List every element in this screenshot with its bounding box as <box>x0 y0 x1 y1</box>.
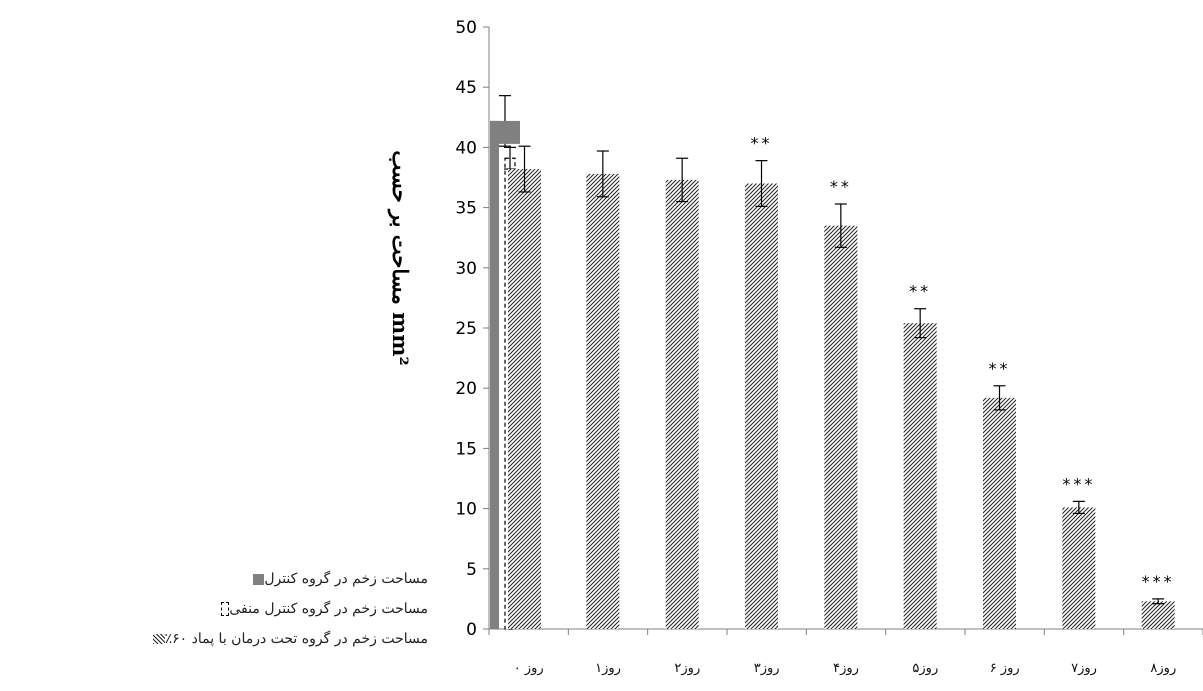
legend-label-treated: مساحت زخم در گروه تحت درمان با پماد ۶۰٪ <box>165 631 428 647</box>
significance-label: ** <box>909 282 931 301</box>
legend-item-negative-control: مساحت زخم در گروه کنترل منفی <box>8 596 428 622</box>
x-tick-label: روز۳ <box>754 661 780 676</box>
bar-treated <box>745 184 778 629</box>
significance-label: *** <box>1142 572 1175 591</box>
x-tick-label: روز۴ <box>833 661 859 676</box>
y-tick-label: 45 <box>455 78 477 98</box>
legend-label-control: مساحت زخم در گروه کنترل <box>264 571 428 587</box>
x-tick-label: روز۷ <box>1071 661 1097 676</box>
y-axis-title: مساحت بر حسب mm² <box>387 150 413 365</box>
bar-treated <box>983 398 1016 629</box>
bar-treated <box>1062 507 1095 629</box>
legend-item-control: مساحت زخم در گروه کنترل <box>8 566 428 592</box>
bar-treated <box>1142 601 1175 629</box>
x-tick-label: روز۱ <box>595 661 621 676</box>
y-tick-label: 25 <box>455 319 477 339</box>
y-tick-label: 35 <box>455 199 477 219</box>
bar-treated <box>824 226 857 629</box>
x-tick-label: روز۸ <box>1150 661 1176 676</box>
x-tick-label: روز ۰ <box>514 661 544 676</box>
x-tick-label: روز۵ <box>912 661 938 676</box>
x-tick-label: روز۲ <box>674 661 700 676</box>
y-tick-label: 10 <box>455 500 477 520</box>
significance-label: ** <box>830 177 852 196</box>
y-tick-label: 30 <box>455 259 477 279</box>
bar-treated <box>586 174 619 629</box>
y-tick-label: 15 <box>455 439 477 459</box>
legend-swatch-hatch <box>153 634 165 644</box>
bar-control <box>490 121 499 629</box>
y-tick-label: 40 <box>455 138 477 158</box>
bar-treated <box>904 323 937 629</box>
significance-label: ** <box>989 359 1011 378</box>
x-tick-label: روز ۶ <box>990 661 1020 676</box>
legend-swatch-solid <box>253 574 264 585</box>
y-tick-label: 20 <box>455 379 477 399</box>
y-tick-label: 5 <box>466 560 477 580</box>
significance-label: *** <box>1062 474 1095 493</box>
significance-label: ** <box>751 134 773 153</box>
legend-swatch-dashed <box>221 602 229 616</box>
y-tick-label: 50 <box>455 18 477 38</box>
y-tick-label: 0 <box>466 620 477 640</box>
legend: مساحت زخم در گروه کنترل مساحت زخم در گرو… <box>8 566 428 656</box>
bar-treated <box>666 180 699 629</box>
legend-label-negative-control: مساحت زخم در گروه کنترل منفی <box>229 601 428 617</box>
bar-control-cap <box>490 121 520 144</box>
bar-treated <box>508 169 541 629</box>
legend-item-treated: مساحت زخم در گروه تحت درمان با پماد ۶۰٪ <box>8 626 428 652</box>
